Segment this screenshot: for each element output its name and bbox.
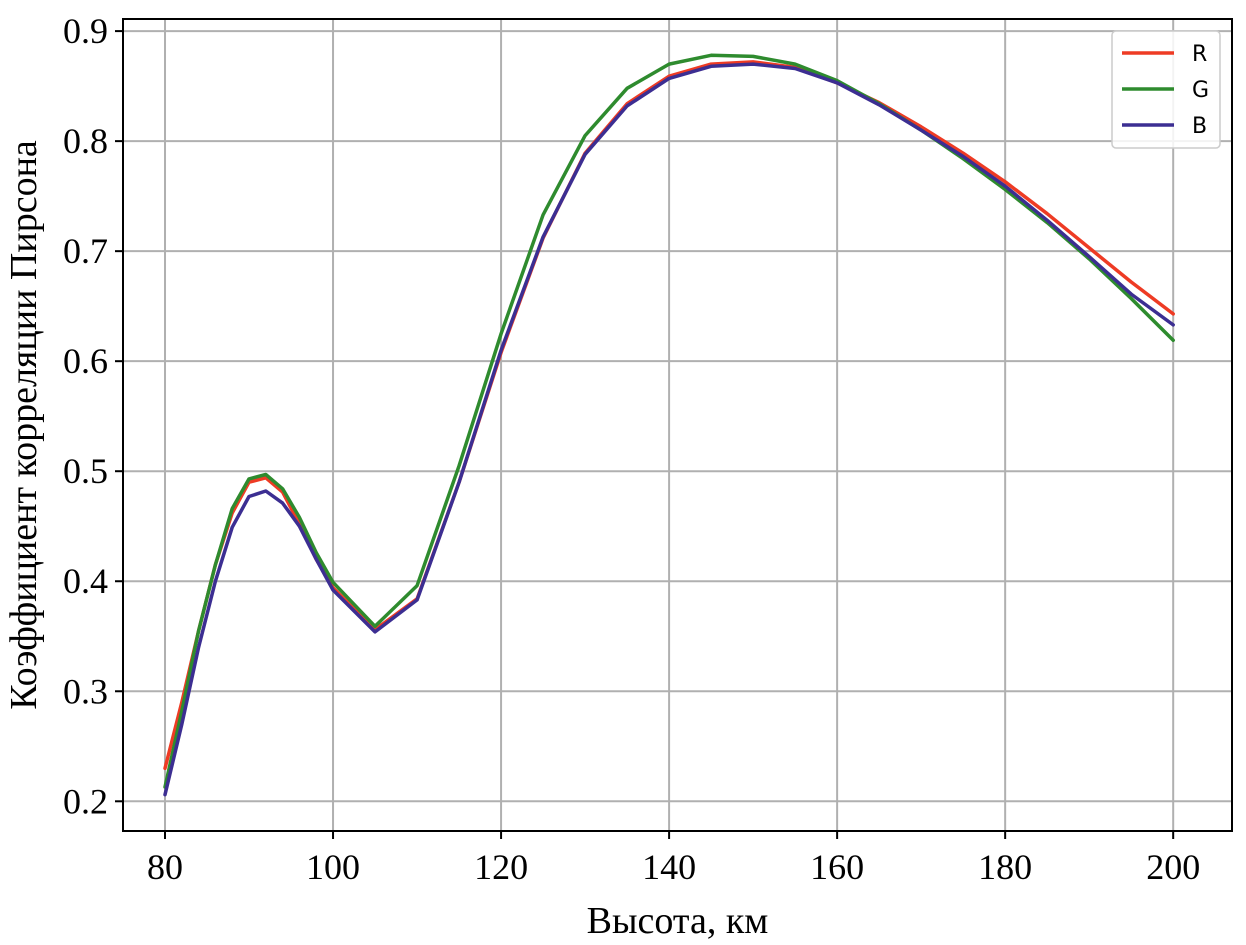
x-tick-label: 120 <box>474 847 528 887</box>
y-tick-label: 0.8 <box>63 121 108 161</box>
y-tick-label: 0.4 <box>63 561 108 601</box>
y-tick-label: 0.5 <box>63 451 108 491</box>
plot-frame <box>122 18 1233 832</box>
legend: RGB <box>1111 30 1221 149</box>
legend-label-r: R <box>1192 42 1207 67</box>
x-tick-label: 80 <box>147 847 183 887</box>
x-tick-label: 140 <box>642 847 696 887</box>
series-line-g <box>163 53 1175 789</box>
series-line-b <box>163 62 1175 797</box>
y-tick-label: 0.2 <box>63 781 108 821</box>
x-tick-label: 200 <box>1146 847 1200 887</box>
x-tick-label: 160 <box>810 847 864 887</box>
y-tick-label: 0.3 <box>63 671 108 711</box>
y-axis-title: Коэффициент корреляции Пирсона <box>3 140 45 710</box>
x-tick-label: 180 <box>978 847 1032 887</box>
legend-label-g: G <box>1192 78 1209 103</box>
legend-label-b: B <box>1192 114 1207 139</box>
y-tick-label: 0.7 <box>63 231 108 271</box>
y-tick-label: 0.6 <box>63 341 108 381</box>
x-tick-label: 100 <box>306 847 360 887</box>
series-layer <box>163 53 1175 797</box>
y-tick-labels: 0.2 0.3 0.4 0.5 0.6 0.7 0.8 0.9 <box>63 11 108 821</box>
y-tick-label: 0.9 <box>63 11 108 51</box>
x-axis-title: Высота, км <box>587 900 769 942</box>
grid <box>123 19 1232 831</box>
x-tick-labels: 80 100 120 140 160 180 200 <box>147 847 1200 887</box>
ticks <box>115 30 1175 839</box>
